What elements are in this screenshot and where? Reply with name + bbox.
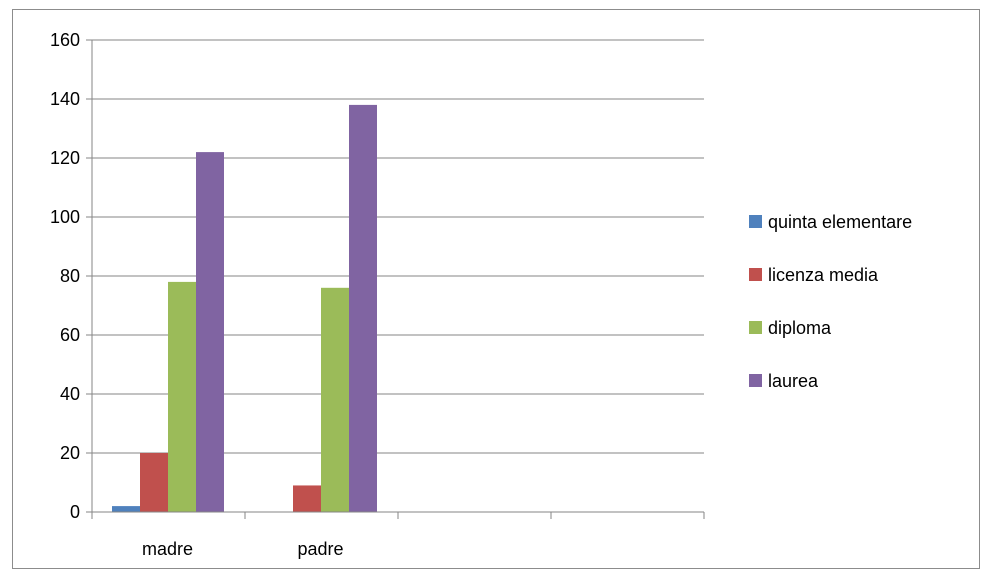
y-tick-label: 20 — [60, 443, 80, 463]
bar-licenza-media-madre — [140, 453, 168, 512]
legend-label: quinta elementare — [768, 212, 912, 232]
bar-diploma-padre — [321, 287, 349, 512]
x-category-label: madre — [142, 539, 193, 559]
legend-label: licenza media — [768, 265, 879, 285]
y-tick-label: 40 — [60, 384, 80, 404]
x-category-label: padre — [297, 539, 343, 559]
legend-swatch — [749, 321, 762, 334]
y-tick-label: 0 — [70, 502, 80, 522]
bar-quinta-elementare-madre — [112, 506, 140, 512]
y-tick-label: 60 — [60, 325, 80, 345]
y-tick-label: 120 — [50, 148, 80, 168]
legend-swatch — [749, 374, 762, 387]
y-tick-label: 160 — [50, 30, 80, 50]
legend-swatch — [749, 268, 762, 281]
y-tick-label: 100 — [50, 207, 80, 227]
y-tick-label: 80 — [60, 266, 80, 286]
legend-label: diploma — [768, 318, 832, 338]
bar-licenza-media-padre — [293, 485, 321, 512]
bars — [112, 104, 377, 513]
axes: 0 20 40 60 80 100 120 140 160 madre padre — [50, 30, 705, 559]
y-tick-label: 140 — [50, 89, 80, 109]
legend-label: laurea — [768, 371, 819, 391]
bar-diploma-madre — [168, 281, 196, 512]
legend-swatch — [749, 215, 762, 228]
bar-laurea-madre — [196, 152, 224, 512]
legend: quinta elementare licenza media diploma lau… — [749, 212, 912, 391]
bar-laurea-padre — [349, 104, 377, 513]
